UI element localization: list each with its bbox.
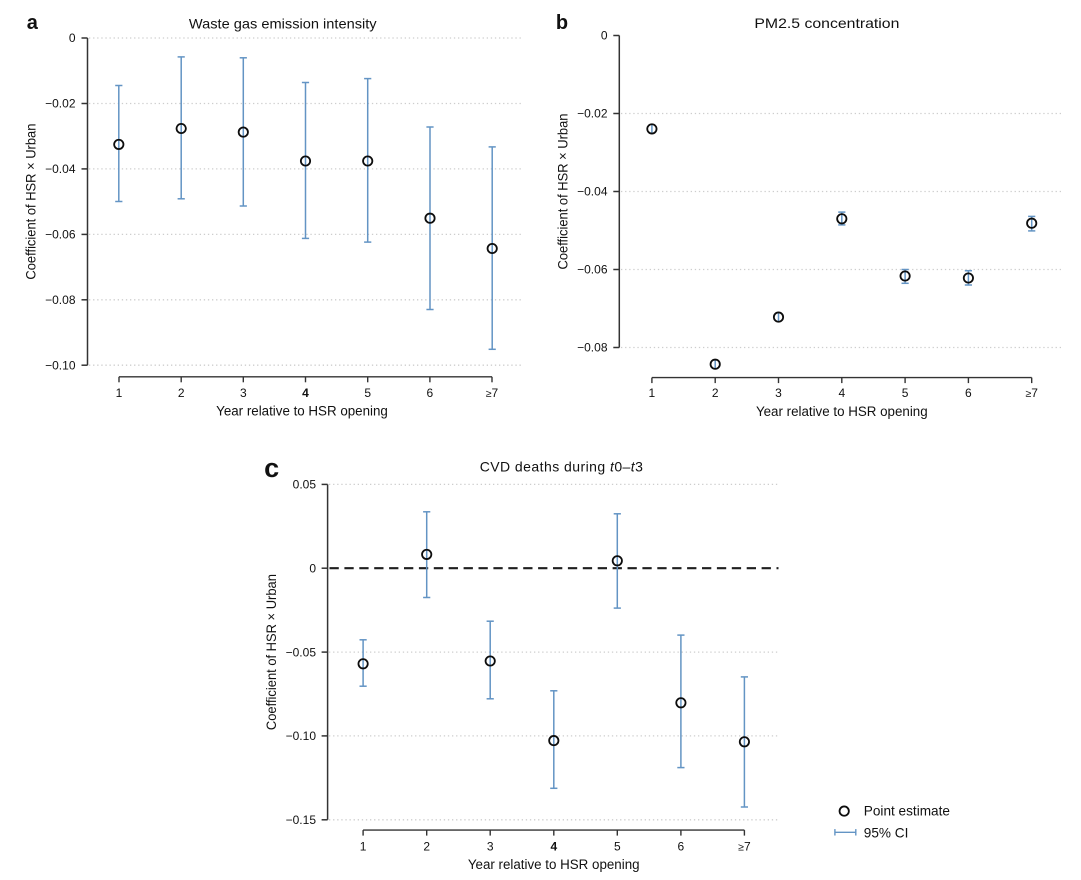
svg-text:2: 2 [178,386,185,400]
svg-text:Waste gas emission intensity: Waste gas emission intensity [189,16,377,32]
svg-text:a: a [27,12,39,34]
svg-text:3: 3 [487,840,494,854]
svg-text:−0.04: −0.04 [577,185,608,199]
svg-text:3: 3 [775,386,782,400]
svg-text:1: 1 [649,386,656,400]
svg-text:0.05: 0.05 [293,478,317,492]
svg-text:4: 4 [838,386,845,400]
svg-text:Year relative to HSR opening: Year relative to HSR opening [756,404,928,419]
svg-text:2: 2 [423,840,430,854]
svg-text:−0.10: −0.10 [45,358,76,372]
svg-text:≥7: ≥7 [738,840,751,854]
svg-text:Year relative to HSR opening: Year relative to HSR opening [468,857,640,872]
svg-text:c: c [264,453,279,483]
svg-text:0: 0 [601,29,608,43]
svg-text:Coefficient of HSR × Urban: Coefficient of HSR × Urban [22,124,38,280]
svg-text:Coefficient of HSR × Urban: Coefficient of HSR × Urban [554,114,570,270]
svg-text:5: 5 [364,386,371,400]
svg-text:0: 0 [69,31,76,45]
svg-text:−0.06: −0.06 [45,228,76,242]
svg-text:0: 0 [309,562,316,576]
svg-text:−0.04: −0.04 [45,162,76,176]
svg-text:PM2.5 concentration: PM2.5 concentration [754,15,899,31]
svg-text:4: 4 [302,386,309,400]
svg-text:−0.06: −0.06 [577,263,608,277]
svg-text:CVD deaths during t0–t3: CVD deaths during t0–t3 [480,459,644,475]
svg-text:−0.15: −0.15 [286,813,317,827]
svg-text:4: 4 [550,840,557,854]
svg-text:−0.02: −0.02 [577,107,608,121]
svg-text:b: b [556,12,568,34]
svg-text:6: 6 [965,386,972,400]
svg-text:1: 1 [116,386,123,400]
svg-text:2: 2 [712,386,719,400]
svg-text:−0.08: −0.08 [577,341,608,355]
svg-text:Year relative to HSR opening: Year relative to HSR opening [216,404,388,419]
svg-text:5: 5 [902,386,909,400]
svg-text:5: 5 [614,840,621,854]
svg-text:−0.05: −0.05 [286,645,317,659]
svg-text:≥7: ≥7 [1025,386,1038,400]
svg-text:−0.08: −0.08 [45,293,76,307]
svg-text:−0.02: −0.02 [45,97,76,111]
svg-text:−0.10: −0.10 [286,729,317,743]
svg-text:6: 6 [427,386,434,400]
svg-text:Point estimate: Point estimate [864,804,950,819]
svg-text:6: 6 [678,840,685,854]
svg-text:1: 1 [360,840,367,854]
svg-text:Coefficient of HSR × Urban: Coefficient of HSR × Urban [263,574,279,730]
svg-text:≥7: ≥7 [486,386,499,400]
svg-text:3: 3 [240,386,247,400]
svg-text:95% CI: 95% CI [864,825,909,840]
